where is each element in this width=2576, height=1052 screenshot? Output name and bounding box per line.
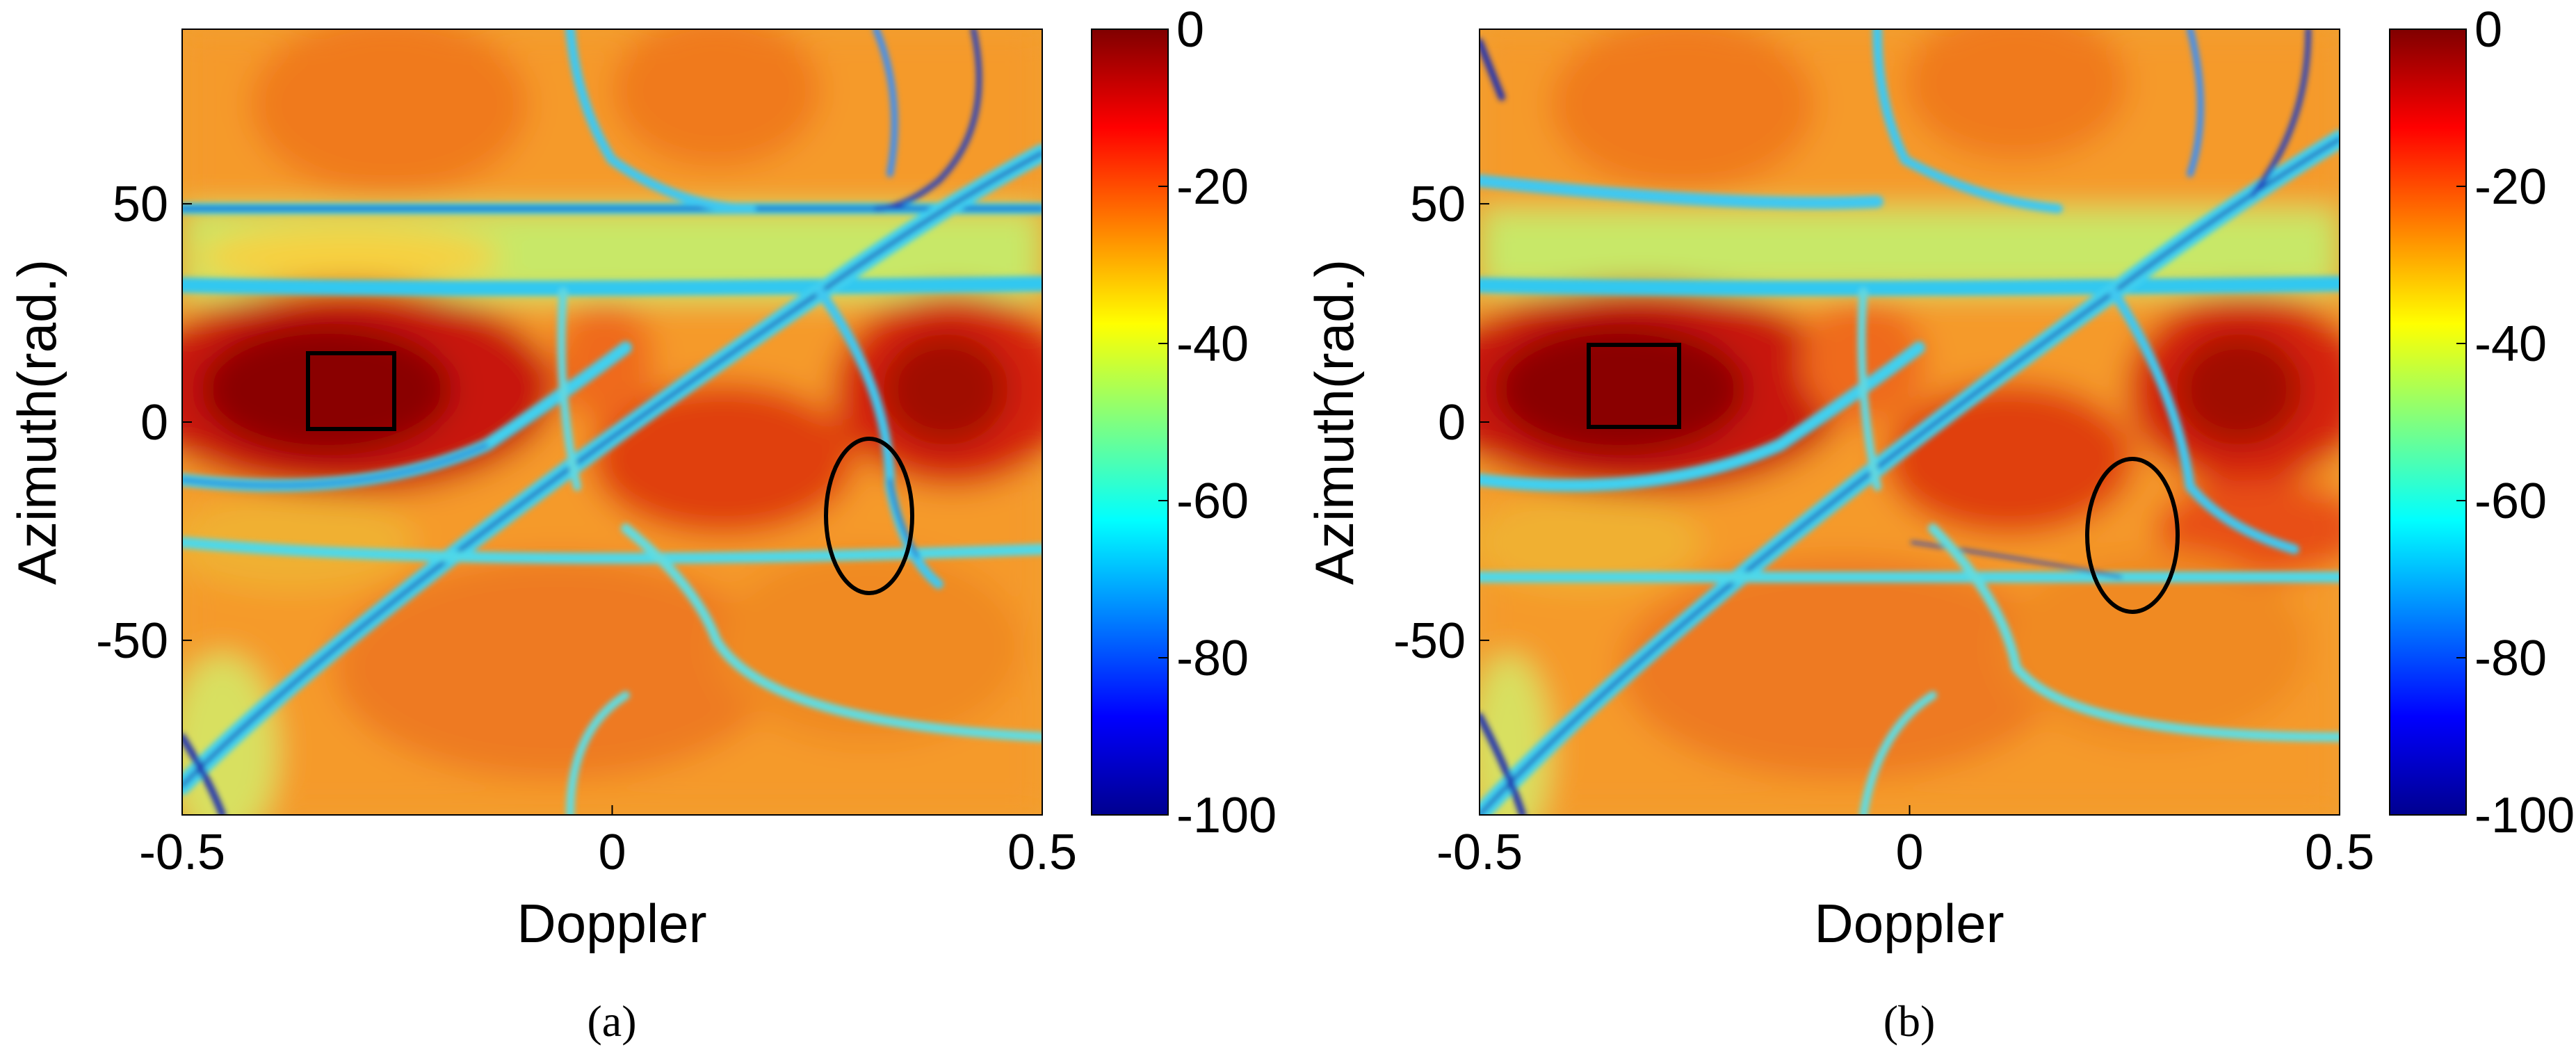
x-tick-label-b: 0 xyxy=(1895,825,1923,880)
x-tick-label-b: 0.5 xyxy=(2305,825,2374,880)
annotation-ellipse-a xyxy=(824,437,914,595)
colorbar-tick-label-b: -80 xyxy=(2474,631,2547,686)
heatmap-b xyxy=(1479,29,2340,816)
x-axis-label-b: Doppler xyxy=(1814,893,2004,954)
colorbar-tick-label-a: -80 xyxy=(1176,631,1249,686)
colorbar-a xyxy=(1091,29,1169,816)
y-tick-label-b: -50 xyxy=(1393,613,1466,669)
colorbar-tick-label-b: -100 xyxy=(2474,788,2575,843)
colorbar-tick-label-a: 0 xyxy=(1176,2,1204,58)
colorbar-tick-label-b: -20 xyxy=(2474,159,2547,215)
x-tick-label-b: -0.5 xyxy=(1436,825,1523,880)
x-tick-label-a: -0.5 xyxy=(139,825,225,880)
colorbar-tick-label-b: -60 xyxy=(2474,474,2547,529)
y-tick-label-b: 0 xyxy=(1438,395,1466,451)
x-axis-label-a: Doppler xyxy=(517,893,706,954)
panel-label-b: (b) xyxy=(1884,996,1936,1046)
colorbar-tick-label-b: 0 xyxy=(2474,2,2502,58)
y-tick-label-a: 0 xyxy=(140,395,168,451)
panel-label-a: (a) xyxy=(587,996,636,1046)
x-tick-label-a: 0.5 xyxy=(1007,825,1077,880)
colorbar-tick-label-a: -20 xyxy=(1176,159,1249,215)
colorbar-b xyxy=(2389,29,2467,816)
x-tick-label-a: 0 xyxy=(598,825,626,880)
y-tick-label-b: 50 xyxy=(1410,177,1466,232)
colorbar-tick-label-a: -40 xyxy=(1176,316,1249,372)
y-axis-label-a: Azimuth(rad.) xyxy=(6,259,67,585)
heatmap-a xyxy=(181,29,1043,816)
tick-labels-a: -0.5 0 0.5 50 0 -50 0 -20 -40 -60 -80 -100 xyxy=(96,2,1277,880)
annotation-rectangle-b xyxy=(1587,343,1681,429)
colorbar-gradient-b xyxy=(2389,29,2467,816)
colorbar-tick-label-b: -40 xyxy=(2474,316,2547,372)
colorbar-gradient-a xyxy=(1091,29,1169,816)
annotation-ellipse-b xyxy=(2085,457,2180,614)
y-tick-label-a: -50 xyxy=(96,613,168,669)
annotation-rectangle-a xyxy=(306,351,396,431)
tick-labels-b: -0.5 0 0.5 50 0 -50 0 -20 -40 -60 -80 -100 xyxy=(1393,2,2575,880)
y-axis-label-b: Azimuth(rad.) xyxy=(1304,259,1365,585)
colorbar-tick-label-a: -100 xyxy=(1176,788,1277,843)
colorbar-tick-label-a: -60 xyxy=(1176,474,1249,529)
y-tick-label-a: 50 xyxy=(113,177,168,232)
